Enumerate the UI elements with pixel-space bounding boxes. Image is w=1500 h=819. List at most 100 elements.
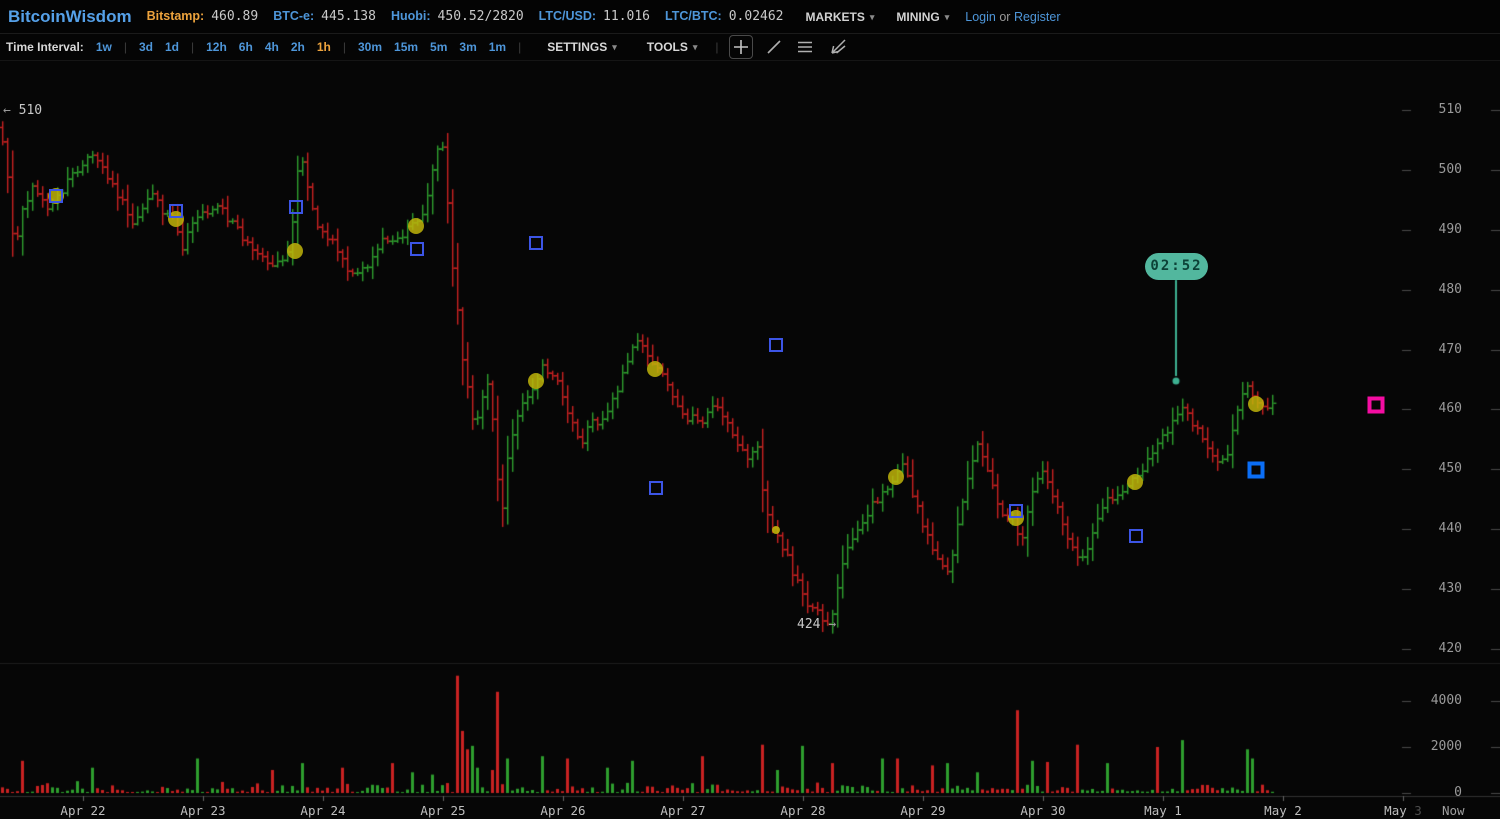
interval-divider: | [123, 40, 127, 54]
date-label: Apr 27 [660, 803, 706, 818]
now-label: Now [1442, 803, 1465, 818]
interval-selector: 1w | 3d 1d | 12h 6h 4h 2h 1h | 30m 15m 5m 3m 1m | [84, 40, 521, 54]
yellow-trade-marker[interactable] [647, 361, 663, 377]
mining-menu[interactable]: MINING ▾ [896, 9, 950, 24]
ticker-item: Huobi: 450.52/2820 [391, 9, 524, 24]
date-label-future: May 3 [1384, 803, 1422, 818]
interval-1w[interactable]: 1w [95, 40, 112, 54]
date-label: Apr 30 [1020, 803, 1066, 818]
blue-order-marker[interactable] [529, 236, 543, 250]
date-label: Apr 28 [780, 803, 826, 818]
settings-menu[interactable]: SETTINGS ▾ [547, 40, 617, 54]
date-label: May 1 [1144, 803, 1182, 818]
arrow-tool-button[interactable] [826, 37, 848, 57]
blue-bold-order-marker[interactable] [1247, 461, 1265, 479]
ticker-price-value: 460.89 [211, 9, 259, 24]
price-axis-label: 420 [1438, 641, 1462, 656]
volume-axis-label: 4000 [1430, 693, 1462, 708]
volume-axis-label: 0 [1454, 785, 1462, 800]
toolbar-divider: | [715, 40, 719, 54]
interval-3d[interactable]: 3d [138, 40, 153, 54]
price-axis-label: 430 [1438, 581, 1462, 597]
horizontal-lines-tool-button[interactable] [795, 37, 815, 57]
yellow-trade-marker[interactable] [888, 469, 904, 485]
yellow-trade-marker[interactable] [287, 243, 303, 259]
ticker-item: LTC/BTC: 0.02462 [665, 9, 784, 24]
markets-menu[interactable]: MARKETS ▾ [805, 9, 875, 24]
yellow-trade-marker[interactable] [1008, 510, 1024, 526]
ticker-exchange-label[interactable]: LTC/BTC: [665, 9, 722, 23]
price-axis-label: 510 [1438, 102, 1462, 117]
ticker-exchange-label[interactable]: Huobi: [390, 9, 431, 23]
ticker-exchange-label[interactable]: Bitstamp: [146, 9, 205, 23]
date-label: Apr 23 [180, 803, 226, 818]
interval-1d[interactable]: 1d [164, 40, 179, 54]
ticker-item: LTC/USD: 11.016 [539, 9, 650, 24]
pink-alert-marker[interactable] [1367, 396, 1385, 414]
auth-links: Login or Register [965, 9, 1061, 24]
yellow-trade-marker[interactable] [528, 373, 544, 389]
crosshair-tool-button[interactable] [728, 35, 753, 59]
interval-30m[interactable]: 30m [357, 40, 383, 54]
ticker-item: BTC-e: 445.138 [273, 9, 376, 24]
blue-order-marker[interactable] [169, 204, 183, 218]
high-arrow-icon: ← [3, 103, 11, 118]
ticker-exchange-label[interactable]: LTC/USD: [538, 9, 597, 23]
interval-6h[interactable]: 6h [238, 40, 253, 54]
blue-order-marker[interactable] [289, 200, 303, 214]
date-label: Apr 29 [900, 803, 946, 818]
price-axis-label: 480 [1438, 281, 1462, 297]
interval-12h[interactable]: 12h [206, 40, 227, 54]
blue-order-marker[interactable] [769, 338, 783, 352]
ticker-item: Bitstamp: 460.89 [147, 9, 259, 24]
yellow-trade-marker[interactable] [48, 188, 64, 204]
chevron-down-icon: ▾ [612, 42, 617, 52]
yellow-dot-marker[interactable] [772, 526, 780, 534]
interval-4h[interactable]: 4h [264, 40, 279, 54]
ticker-price-value: 11.016 [603, 9, 651, 24]
time-interval-label: Time Interval: [6, 40, 84, 54]
yellow-trade-marker[interactable] [1127, 474, 1143, 490]
interval-divider: | [190, 40, 195, 54]
interval-1h[interactable]: 1h [316, 40, 331, 54]
price-volume-canvas[interactable] [0, 61, 1500, 819]
interval-3m[interactable]: 3m [459, 40, 477, 54]
ticker-price-value: 0.02462 [728, 9, 784, 24]
price-axis-label: 440 [1438, 521, 1462, 537]
yellow-trade-marker[interactable] [168, 211, 184, 227]
price-axis-label: 470 [1438, 341, 1462, 357]
interval-15m[interactable]: 15m [394, 40, 419, 54]
date-label: Apr 26 [540, 803, 586, 818]
blue-order-marker[interactable] [49, 189, 63, 203]
blue-order-marker[interactable] [410, 242, 424, 256]
interval-divider: | [518, 40, 522, 54]
tools-menu[interactable]: TOOLS ▾ [646, 40, 698, 54]
candle-countdown-badge: 02:52 [1145, 253, 1208, 280]
trendline-tool-button[interactable] [764, 37, 784, 57]
blue-order-marker[interactable] [649, 481, 663, 495]
yellow-trade-marker[interactable] [408, 218, 424, 234]
login-link[interactable]: Login [965, 9, 996, 24]
site-logo[interactable]: BitcoinWisdom [8, 6, 132, 26]
blue-order-marker[interactable] [1129, 529, 1143, 543]
date-label: Apr 24 [300, 803, 346, 818]
chevron-down-icon: ▾ [869, 11, 875, 22]
price-axis-label: 460 [1438, 401, 1462, 417]
ticker-exchange-label[interactable]: BTC-e: [273, 9, 315, 23]
blue-order-marker[interactable] [1009, 504, 1023, 518]
interval-2h[interactable]: 2h [290, 40, 305, 54]
yellow-trade-marker[interactable] [1248, 396, 1264, 412]
chevron-down-icon: ▾ [944, 11, 950, 22]
session-low-annotation: 424 → [797, 617, 837, 632]
price-axis-label: 490 [1438, 221, 1462, 237]
low-arrow-icon: → [828, 617, 837, 632]
session-high-annotation: ← 510 [3, 103, 43, 118]
interval-5m[interactable]: 5m [430, 40, 448, 54]
interval-divider: | [342, 40, 346, 54]
price-axis-label: 500 [1438, 161, 1462, 177]
exchange-tickers: Bitstamp: 460.89 BTC-e: 445.138 Huobi: 450.52… [132, 9, 784, 24]
top-bar: BitcoinWisdom Bitstamp: 460.89 BTC-e: 445.1… [0, 0, 1500, 34]
register-link[interactable]: Register [1013, 9, 1061, 24]
interval-1m[interactable]: 1m [488, 40, 507, 54]
volume-axis-label: 2000 [1430, 739, 1462, 754]
